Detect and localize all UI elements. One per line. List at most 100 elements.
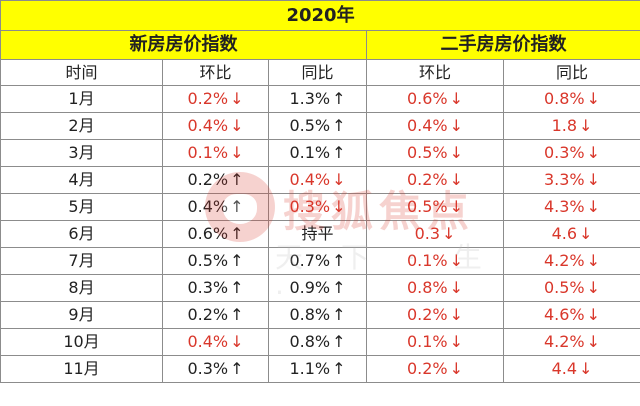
cell-value: 4.2% [543,251,585,270]
cell-second-mom: 0.1% ↓ [366,328,504,356]
cell-month: 9月 [0,301,163,329]
arrow-down-icon: ↓ [332,170,346,189]
cell-value: 0.1% [289,143,331,162]
table-row: 5月 0.4% ↑ 0.3% ↓ 0.5% ↓ 4.3% ↓ [0,193,640,221]
cell-value: 4.3% [543,197,585,216]
cell-value: 0.5% [187,251,229,270]
cell-value: 0.1% [187,143,229,162]
table-title: 2020年 [0,0,640,31]
cell-value: 0.8% [289,332,331,351]
cell-new-mom: 0.4% ↓ [162,112,269,140]
cell-new-mom: 0.4% ↑ [162,193,269,221]
cell-new-yoy: 0.8% ↑ [268,301,367,329]
cell-new-yoy: 0.1% ↑ [268,139,367,167]
arrow-up-icon: ↑ [230,197,244,216]
cell-new-mom: 0.3% ↑ [162,274,269,302]
cell-second-yoy: 0.8% ↓ [502,85,640,113]
cell-value: 0.5% [406,197,448,216]
cell-second-yoy: 4.4 ↓ [502,355,640,383]
arrow-up-icon: ↑ [230,224,244,243]
cell-month: 3月 [0,139,163,167]
table-row: 10月 0.4% ↓ 0.8% ↑ 0.1% ↓ 4.2% ↓ [0,328,640,356]
cell-month: 2月 [0,112,163,140]
arrow-down-icon: ↓ [586,170,601,189]
cell-new-mom: 0.5% ↑ [162,247,269,275]
cell-second-mom: 0.4% ↓ [366,112,504,140]
arrow-up-icon: ↑ [332,116,346,135]
arrow-up-icon: ↑ [230,251,244,270]
cell-second-yoy: 4.3% ↓ [502,193,640,221]
cell-month: 1月 [0,85,163,113]
cell-value: 0.5% [406,143,448,162]
arrow-up-icon: ↑ [230,170,244,189]
arrow-down-icon: ↓ [449,170,464,189]
arrow-up-icon: ↑ [332,251,346,270]
arrow-up-icon: ↑ [332,305,346,324]
cell-value: 0.6% [187,224,229,243]
arrow-up-icon: ↑ [332,278,346,297]
cell-second-mom: 0.3 ↓ [366,220,504,248]
arrow-down-icon: ↓ [230,143,244,162]
cell-month: 7月 [0,247,163,275]
header-second-mom: 环比 [366,59,504,86]
cell-value: 0.4% [187,116,229,135]
cell-value: 3.3% [543,170,585,189]
arrow-down-icon: ↓ [586,251,601,270]
cell-second-yoy: 0.3% ↓ [502,139,640,167]
cell-month: 5月 [0,193,163,221]
arrow-down-icon: ↓ [586,278,601,297]
group-second-hand: 二手房房价指数 [365,30,640,60]
cell-second-yoy: 4.2% ↓ [502,247,640,275]
cell-value: 4.2% [543,332,585,351]
cell-value: 0.2% [187,305,229,324]
arrow-down-icon: ↓ [579,116,593,135]
cell-second-mom: 0.5% ↓ [366,193,504,221]
cell-new-yoy: 0.5% ↑ [268,112,367,140]
arrow-down-icon: ↓ [586,332,601,351]
cell-new-mom: 0.3% ↑ [162,355,269,383]
table-row: 9月 0.2% ↑ 0.8% ↑ 0.2% ↓ 4.6% ↓ [0,301,640,329]
cell-new-yoy: 0.3% ↓ [268,193,367,221]
cell-value: 持平 [301,224,334,243]
cell-value: 0.8% [406,278,448,297]
header-new-yoy: 同比 [268,59,367,86]
cell-value: 0.5% [289,116,331,135]
arrow-down-icon: ↓ [449,89,464,108]
cell-value: 0.3% [543,143,585,162]
arrow-down-icon: ↓ [586,89,601,108]
cell-value: 0.8% [543,89,585,108]
arrow-down-icon: ↓ [332,197,346,216]
arrow-up-icon: ↑ [332,332,346,351]
cell-value: 0.2% [187,170,229,189]
header-time: 时间 [0,59,163,86]
arrow-up-icon: ↑ [230,359,244,378]
arrow-down-icon: ↓ [230,89,244,108]
cell-value: 0.2% [187,89,229,108]
cell-new-yoy: 持平 [268,220,367,248]
cell-month: 10月 [0,328,163,356]
arrow-up-icon: ↑ [230,305,244,324]
cell-month: 4月 [0,166,163,194]
arrow-up-icon: ↑ [332,89,346,108]
cell-value: 0.9% [289,278,331,297]
cell-new-yoy: 0.8% ↑ [268,328,367,356]
cell-value: 0.8% [289,305,331,324]
cell-new-yoy: 0.4% ↓ [268,166,367,194]
cell-value: 0.7% [289,251,331,270]
cell-month: 6月 [0,220,163,248]
cell-value: 0.5% [543,278,585,297]
arrow-up-icon: ↑ [332,359,346,378]
table-row: 11月 0.3% ↑ 1.1% ↑ 0.2% ↓ 4.4 ↓ [0,355,640,383]
arrow-down-icon: ↓ [586,143,601,162]
cell-value: 0.6% [406,89,448,108]
table-row: 8月 0.3% ↑ 0.9% ↑ 0.8% ↓ 0.5% ↓ [0,274,640,302]
arrow-down-icon: ↓ [449,332,464,351]
title-row: 2020年 [0,0,640,31]
cell-second-yoy: 1.8 ↓ [502,112,640,140]
cell-value: 0.1% [406,332,448,351]
arrow-up-icon: ↑ [332,143,346,162]
cell-month: 8月 [0,274,163,302]
cell-value: 0.3% [187,278,229,297]
cell-new-yoy: 0.7% ↑ [268,247,367,275]
